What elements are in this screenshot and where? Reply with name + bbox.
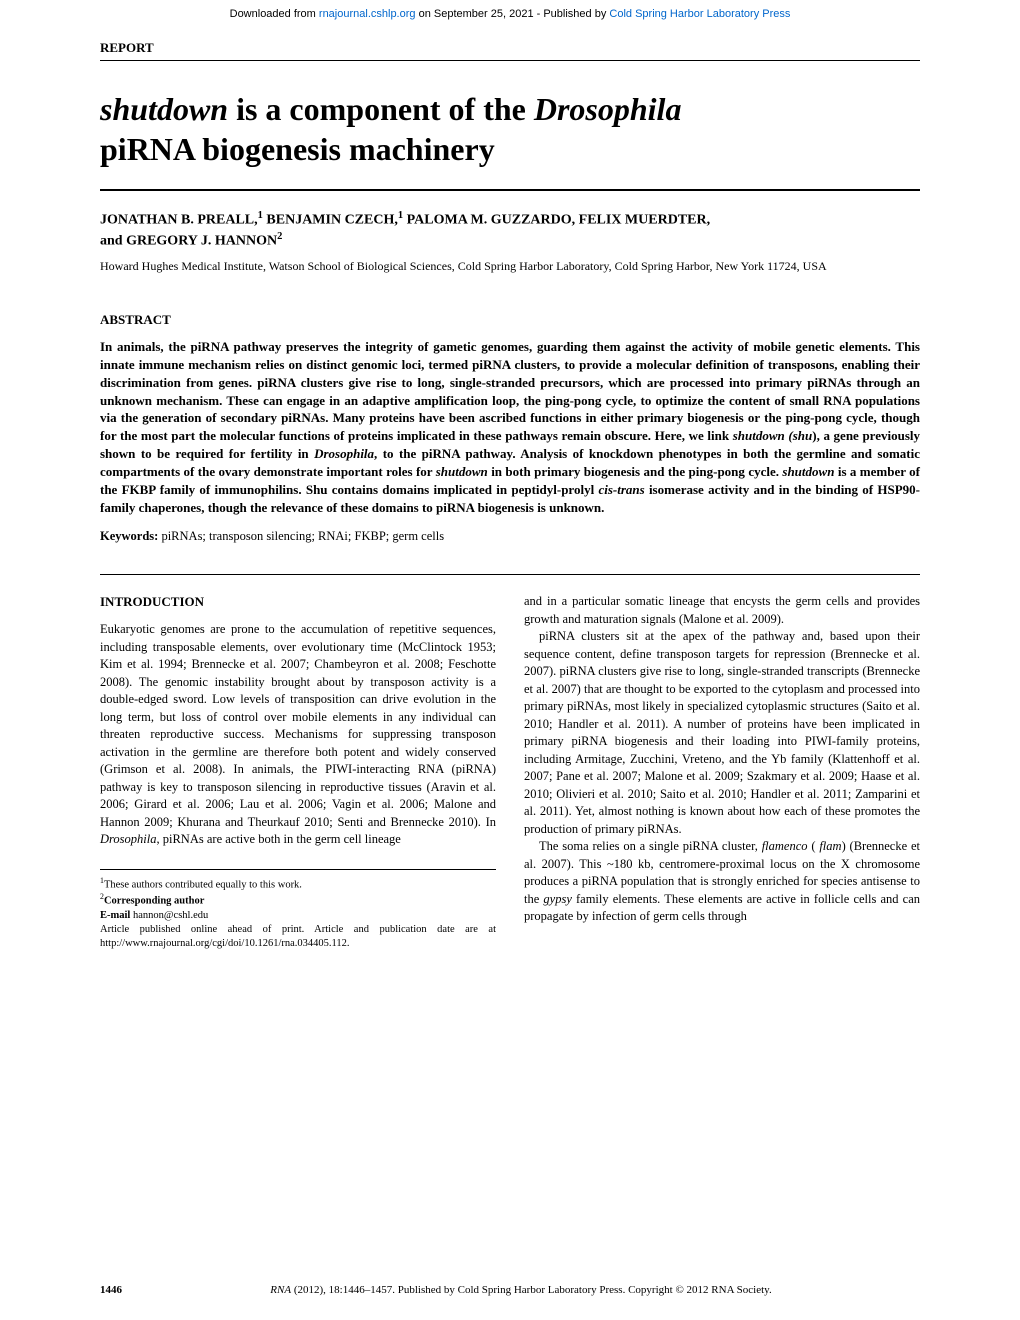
journal-link[interactable]: rnajournal.cshlp.org [319, 8, 416, 20]
abstract-shutdown-3: shutdown [782, 464, 834, 479]
article-title: shutdown is a component of the Drosophil… [100, 89, 920, 169]
intro-heading: INTRODUCTION [100, 593, 496, 611]
abstract-seg-4: in both primary biogenesis and the ping-… [488, 464, 783, 479]
abstract-heading: ABSTRACT [100, 312, 920, 328]
page-content: REPORT shutdown is a component of the Dr… [0, 40, 1020, 952]
footnote-2: 2Corresponding author [100, 892, 496, 909]
footnote-1: 1These authors contributed equally to th… [100, 876, 496, 893]
footer-citation-text: (2012), 18:1446–1457. Published by Cold … [291, 1284, 772, 1296]
author-sup-3: 2 [277, 231, 282, 242]
title-part-3: piRNA biogenesis machinery [100, 131, 495, 167]
r3-flam: flam [816, 839, 842, 853]
download-attribution-bar: Downloaded from rnajournal.cshlp.org on … [0, 0, 1020, 28]
author-1: JONATHAN B. PREALL, [100, 213, 258, 228]
footnote-email: hannon@cshl.edu [133, 910, 208, 921]
abstract-shutdown-2: shutdown [436, 464, 488, 479]
abstract-cistrans: cis-trans [598, 482, 644, 497]
footnote-text-1: These authors contributed equally to thi… [104, 879, 302, 890]
affiliation: Howard Hughes Medical Institute, Watson … [100, 258, 920, 274]
keywords-label: Keywords: [100, 529, 161, 543]
intro-seg-2: , piRNAs are active both in the germ cel… [157, 832, 401, 846]
author-line2: and GREGORY J. HANNON [100, 234, 277, 249]
intro-paragraph-1: Eukaryotic genomes are prone to the accu… [100, 621, 496, 849]
page-number: 1446 [100, 1284, 122, 1296]
title-italic-1: shutdown [100, 91, 228, 127]
r3-seg-1: The soma relies on a single piRNA cluste… [539, 839, 762, 853]
r3-flamenco: flamenco [762, 839, 808, 853]
intro-seg-1: Eukaryotic genomes are prone to the accu… [100, 622, 496, 829]
abstract-shu: (shu [785, 428, 812, 443]
r3-seg-2: ( [808, 839, 816, 853]
footnote-email-label: E-mail [100, 910, 133, 921]
right-paragraph-2: piRNA clusters sit at the apex of the pa… [524, 628, 920, 838]
title-part-1: is a component of the [228, 91, 534, 127]
footnote-4: Article published online ahead of print.… [100, 923, 496, 951]
right-paragraph-3: The soma relies on a single piRNA cluste… [524, 838, 920, 926]
r3-gypsy: gypsy [543, 892, 571, 906]
download-prefix: Downloaded from [230, 8, 319, 20]
abstract-body: In animals, the piRNA pathway preserves … [100, 338, 920, 517]
publisher-link[interactable]: Cold Spring Harbor Laboratory Press [609, 8, 790, 20]
page-footer: 1446 RNA (2012), 18:1446–1457. Published… [100, 1284, 920, 1296]
authors-block: JONATHAN B. PREALL,1 BENJAMIN CZECH,1 PA… [100, 209, 920, 252]
download-middle: on September 25, 2021 - Published by [416, 8, 610, 20]
intro-drosophila: Drosophila [100, 832, 157, 846]
abstract-drosophila: Drosophila [314, 446, 374, 461]
title-italic-2: Drosophila [534, 91, 682, 127]
horizontal-rule [100, 574, 920, 575]
footer-journal: RNA [270, 1284, 291, 1296]
footnotes-block: 1These authors contributed equally to th… [100, 869, 496, 952]
right-paragraph-1: and in a particular somatic lineage that… [524, 593, 920, 628]
author-rest: PALOMA M. GUZZARDO, FELIX MUERDTER, [403, 213, 710, 228]
footnote-3: E-mail hannon@cshl.edu [100, 909, 496, 923]
footnote-text-2: Corresponding author [104, 896, 204, 907]
two-column-body: INTRODUCTION Eukaryotic genomes are pron… [100, 579, 920, 952]
footer-citation: RNA (2012), 18:1446–1457. Published by C… [270, 1284, 771, 1296]
report-label: REPORT [100, 40, 920, 56]
horizontal-rule [100, 60, 920, 61]
horizontal-rule-thick [100, 189, 920, 191]
keywords-text: piRNAs; transposon silencing; RNAi; FKBP… [161, 529, 444, 543]
r3-seg-4: family elements. These elements are acti… [524, 892, 920, 924]
author-2: BENJAMIN CZECH, [263, 213, 398, 228]
right-column: and in a particular somatic lineage that… [524, 579, 920, 952]
left-column: INTRODUCTION Eukaryotic genomes are pron… [100, 579, 496, 952]
abstract-shutdown-1: shutdown [733, 428, 785, 443]
keywords-line: Keywords: piRNAs; transposon silencing; … [100, 529, 920, 544]
